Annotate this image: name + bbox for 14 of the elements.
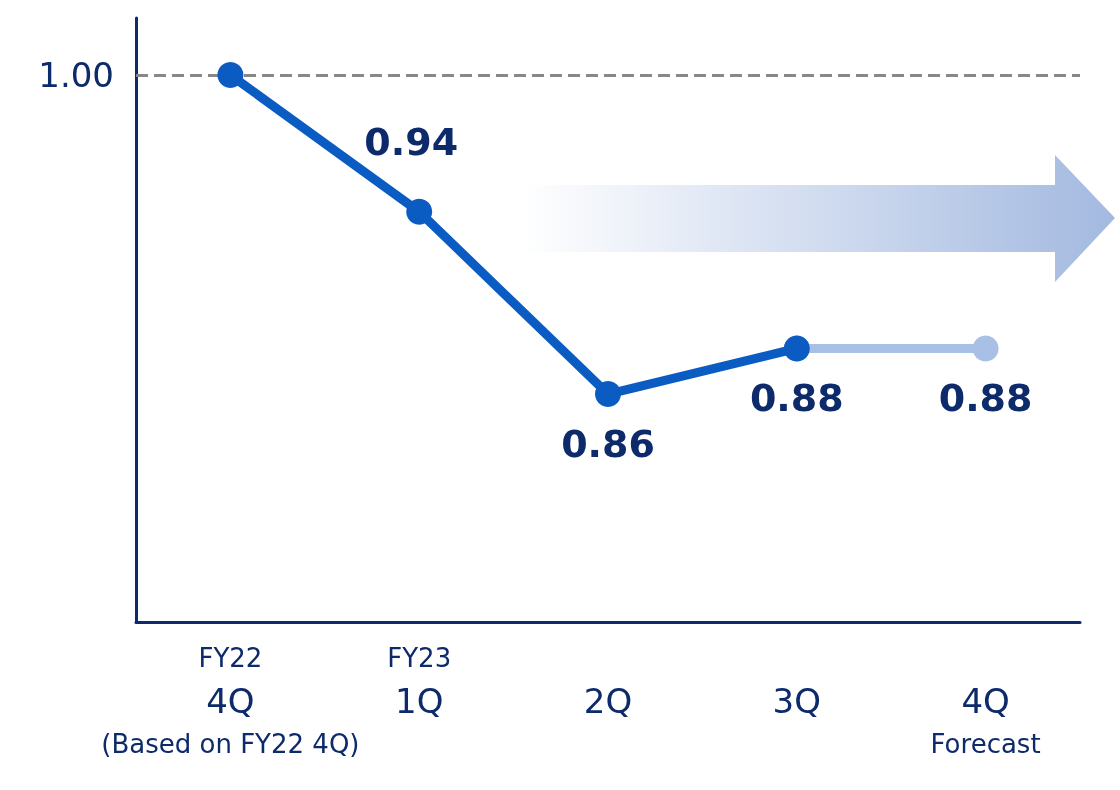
x-tick-label: FY23 1Q: [387, 643, 452, 721]
point: [972, 335, 999, 362]
data-label: 0.94: [364, 119, 459, 164]
x-tick-label: 3Q: [772, 681, 821, 721]
point: [406, 198, 433, 225]
data-label: 0.88: [938, 376, 1033, 421]
data-label: 0.88: [749, 376, 844, 421]
data-label: 0.86: [561, 422, 655, 467]
x-tick-label: 4Q Forecast: [930, 681, 1041, 759]
point: [217, 61, 244, 88]
x-tick-label: 2Q: [583, 681, 633, 721]
point: [595, 381, 621, 408]
ref-line-label: 1.00: [38, 54, 114, 95]
x-tick-label: FY22 4Q (Based on FY22 4Q): [101, 643, 360, 759]
